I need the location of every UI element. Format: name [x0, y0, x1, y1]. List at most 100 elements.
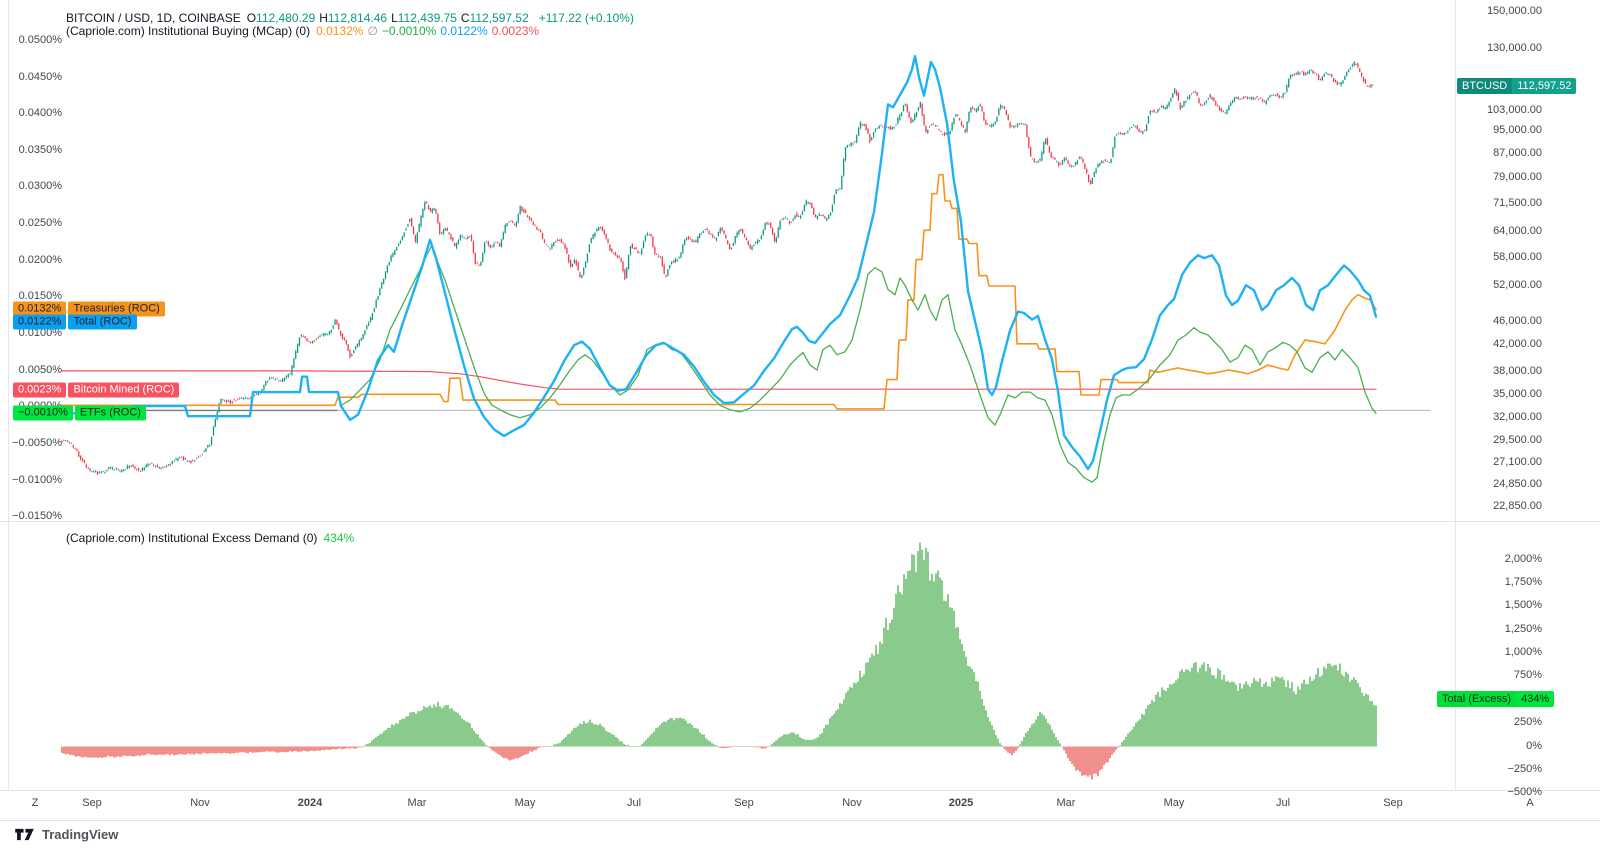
lower-indicator-value: 434% [323, 531, 355, 545]
ohlc-value: 112,597.52 [469, 11, 529, 25]
axis-tick-label: 35,000.00 [1493, 388, 1542, 400]
axis-tick-label: 1,500% [1504, 599, 1542, 611]
lower-indicator-legend[interactable]: (Capriole.com) Institutional Excess Dema… [66, 531, 354, 545]
axis-tick-label: 0.0150% [18, 290, 62, 302]
axis-tick-label: 38,000.00 [1493, 365, 1542, 377]
axis-tick-label: 0.0400% [18, 107, 62, 119]
ohlc-values: O112,480.29 H112,814.46 L112,439.75 C112,59… [247, 11, 533, 25]
total-excess-symbol: Total (Excess) [1437, 691, 1517, 707]
left-scale-border [8, 0, 9, 790]
treasuries-label: Treasuries (ROC) [68, 301, 165, 317]
time-tick-label: Z [31, 797, 39, 809]
indicator-value: 0.0132% [316, 24, 364, 38]
overlay-series [60, 54, 1378, 483]
time-tick-label: 2025 [948, 797, 974, 809]
axis-tick-label: 32,000.00 [1493, 411, 1542, 423]
underlay-series [61, 370, 1431, 412]
indicator-legend[interactable]: (Capriole.com) Institutional Buying (MCa… [66, 24, 543, 38]
time-tick-label: 2024 [297, 797, 323, 809]
bitcoin-mined-label: Bitcoin Mined (ROC) [68, 382, 180, 398]
tradingview-logo-icon[interactable] [14, 828, 35, 841]
axis-tick-label: 750% [1513, 669, 1542, 681]
ohlc-value: 112,439.75 [397, 11, 457, 25]
indicator-title[interactable]: (Capriole.com) Institutional Buying (MCa… [66, 24, 311, 38]
excess-demand-histogram [61, 542, 1377, 780]
etfs-label: ETFs (ROC) [74, 405, 146, 421]
axis-tick-label: 0.0500% [18, 34, 62, 46]
axis-tick-label: −0.0050% [12, 437, 62, 449]
axis-tick-label: 1,750% [1504, 576, 1542, 588]
total-label: Total (ROC) [68, 314, 137, 330]
price-change: +117.22 (+0.10%) [538, 11, 634, 25]
series-total-roc- [60, 54, 1378, 471]
series-bitcoin-mined-roc- [61, 370, 1377, 390]
pane-separator[interactable] [0, 521, 1600, 522]
axis-tick-label: 58,000.00 [1493, 251, 1542, 263]
total-excess-value: 434% [1516, 691, 1555, 707]
axis-tick-label: 0.0200% [18, 254, 62, 266]
time-tick-label: May [1163, 797, 1185, 809]
ohlc-letter: C [460, 11, 470, 25]
btcusd-price-badge: BTCUSD 112,597.52 [1457, 78, 1577, 94]
indicator-value: −0.0010% [381, 24, 437, 38]
time-tick-label: May [514, 797, 536, 809]
lower-indicator-title[interactable]: (Capriole.com) Institutional Excess Dema… [66, 531, 318, 545]
axis-tick-label: 130,000.00 [1486, 42, 1542, 54]
axis-tick-label: 250% [1513, 716, 1542, 728]
time-tick-label: Mar [1056, 797, 1076, 809]
time-tick-label: Sep [1383, 797, 1403, 809]
axis-tick-label: 0.0300% [18, 180, 62, 192]
ohlc-value: 112,480.29 [256, 11, 316, 25]
axis-tick-label: 71,500.00 [1493, 197, 1542, 209]
axis-tick-label: 87,000.00 [1493, 147, 1542, 159]
axis-tick-label: 103,000.00 [1486, 104, 1542, 116]
bitcoin-mined-value-badge: 0.0023% Bitcoin Mined (ROC) [13, 382, 180, 398]
time-tick-label: Sep [82, 797, 102, 809]
indicator-value: 0.0023% [491, 24, 540, 38]
axis-tick-label: 29,500.00 [1493, 434, 1542, 446]
time-tick-label: Mar [407, 797, 427, 809]
etfs-value-badge: −0.0010% ETFs (ROC) [13, 405, 146, 421]
axis-tick-label: 52,000.00 [1493, 279, 1542, 291]
time-tick-label: Nov [842, 797, 862, 809]
axis-tick-label: 0.0100% [18, 327, 62, 339]
indicator-values: 0.0132% ∅ −0.0010% 0.0122% 0.0023% [316, 24, 543, 38]
series-treasuries-roc- [61, 173, 1377, 410]
axis-tick-label: 0.0050% [18, 364, 62, 376]
btc-candles [61, 60, 1374, 475]
total-excess-badge: Total (Excess) 434% [1437, 691, 1555, 707]
time-axis[interactable] [0, 790, 1600, 821]
axis-tick-label: 150,000.00 [1486, 5, 1542, 17]
axis-tick-label: 95,000.00 [1493, 124, 1542, 136]
ohlc-letter: L [391, 11, 398, 25]
axis-tick-label: 79,000.00 [1493, 171, 1542, 183]
symbol-title[interactable]: BITCOIN / USD, 1D, COINBASE [66, 11, 241, 25]
indicator-value: ∅ [367, 24, 378, 38]
btcusd-price-value: 112,597.52 [1512, 78, 1577, 94]
btcusd-price-symbol: BTCUSD [1457, 78, 1513, 94]
axis-tick-label: 46,000.00 [1493, 315, 1542, 327]
ohlc-value: 112,814.46 [327, 11, 388, 25]
treasuries-value-badge: 0.0132% Treasuries (ROC) [13, 301, 165, 317]
symbol-legend[interactable]: BITCOIN / USD, 1D, COINBASE O112,480.29 H… [66, 11, 634, 25]
bitcoin-mined-value: 0.0023% [13, 382, 67, 398]
ohlc-letter: O [246, 11, 257, 25]
axis-tick-label: 1,250% [1504, 623, 1542, 635]
tradingview-brand[interactable]: TradingView [42, 827, 119, 842]
total-value: 0.0122% [13, 314, 67, 330]
axis-tick-label: −0.0150% [12, 510, 62, 522]
axis-tick-label: −250% [1507, 763, 1542, 775]
time-tick-label: Jul [626, 797, 642, 809]
right-scale-border [1455, 0, 1456, 790]
axis-tick-label: 0.0450% [18, 71, 62, 83]
axis-tick-label: −0.0100% [12, 474, 62, 486]
footer-bar: TradingView [0, 820, 1600, 848]
total-value-badge: 0.0122% Total (ROC) [13, 314, 137, 330]
axis-tick-label: 22,850.00 [1493, 500, 1542, 512]
axis-tick-label: −500% [1507, 786, 1542, 798]
axis-tick-label: 64,000.00 [1493, 225, 1542, 237]
axis-tick-label: 1,000% [1504, 646, 1542, 658]
axis-tick-label: 27,100.00 [1493, 456, 1542, 468]
